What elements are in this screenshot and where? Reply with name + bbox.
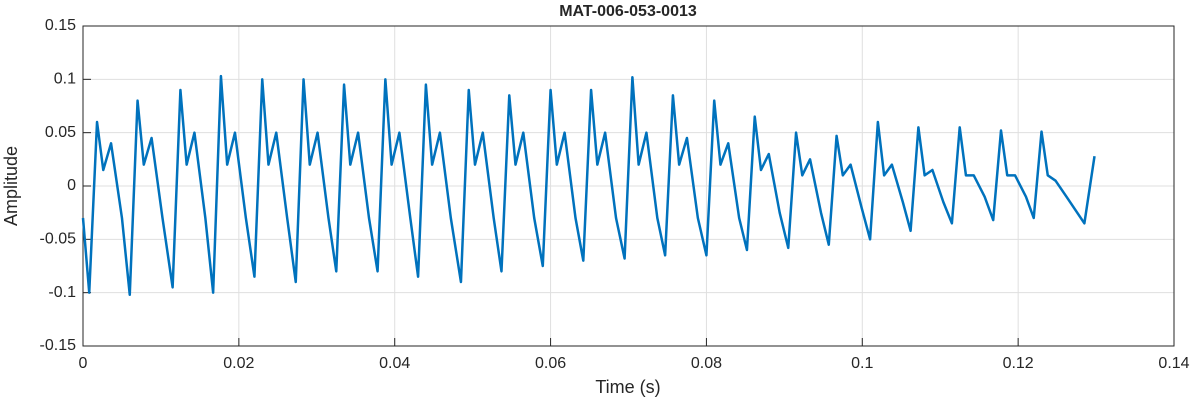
y-tick-label: 0.05 — [45, 124, 76, 141]
x-tick-label: 0.02 — [223, 355, 254, 372]
y-tick-label: -0.05 — [40, 231, 77, 248]
x-tick-label: 0.1 — [851, 355, 873, 372]
data-line — [81, 74, 1096, 297]
y-tick-label: -0.1 — [48, 284, 76, 301]
y-tick-label: 0 — [67, 177, 76, 194]
y-tick-label: 0.1 — [54, 71, 76, 88]
chart-title: MAT-006-053-0013 — [559, 3, 697, 20]
axes-box — [82, 25, 1175, 347]
x-axis-label: Time (s) — [595, 377, 660, 397]
y-tick-label: 0.15 — [45, 17, 76, 34]
x-tick-label: 0.06 — [535, 355, 566, 372]
y-axis-label: Amplitude — [1, 146, 21, 226]
x-tick-label: 0.04 — [379, 355, 410, 372]
x-tick-label: 0 — [79, 355, 88, 372]
x-tick-label: 0.08 — [691, 355, 722, 372]
x-tick-label: 0.12 — [1003, 355, 1034, 372]
y-tick-label: -0.15 — [40, 337, 77, 354]
x-tick-label: 0.14 — [1158, 355, 1189, 372]
